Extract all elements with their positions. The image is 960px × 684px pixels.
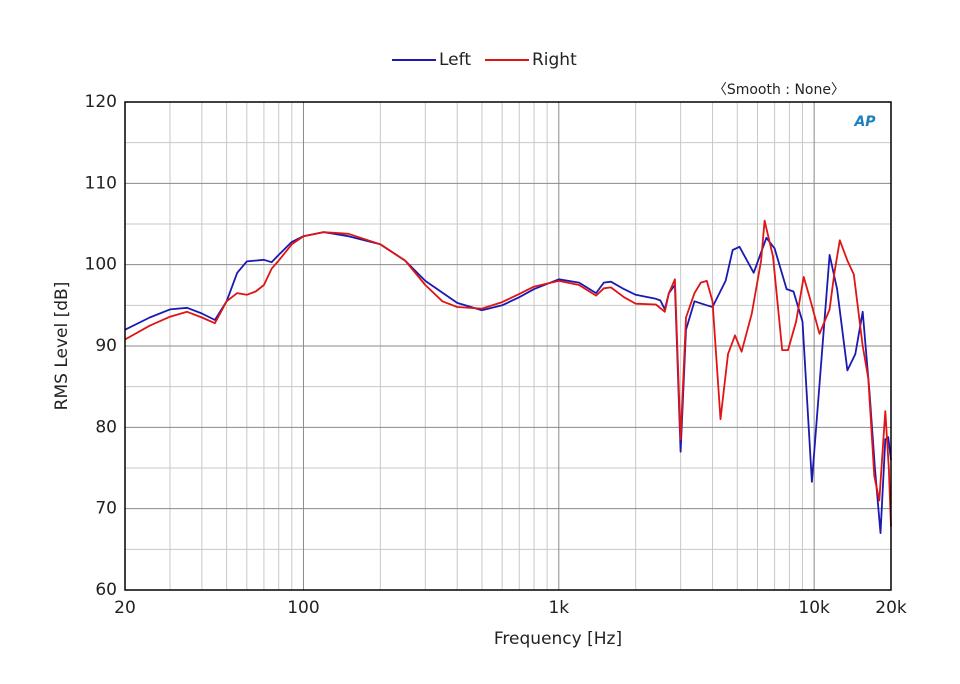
y-tick-label: 100	[85, 255, 117, 275]
series-line	[124, 231, 892, 534]
x-axis-label: Frequency [Hz]	[494, 629, 622, 649]
y-tick-label: 110	[85, 173, 117, 193]
legend-label: Right	[532, 50, 577, 70]
x-tick-label: 10k	[798, 598, 830, 618]
y-tick-label: 70	[95, 499, 117, 519]
x-tick-label: 20	[114, 598, 136, 618]
y-tick-label: 60	[95, 580, 117, 600]
y-tick-label: 80	[95, 417, 117, 437]
logo: AP	[853, 114, 876, 130]
legend: Left Right	[392, 50, 577, 70]
y-axis-label: RMS Level [dB]	[52, 282, 72, 411]
x-tick-label: 1k	[548, 598, 569, 618]
lines	[124, 219, 892, 534]
plot-frame	[124, 101, 892, 591]
legend-label: Left	[439, 50, 471, 70]
y-tick-label: 90	[95, 336, 117, 356]
grid	[124, 101, 892, 591]
annotation: 〈Smooth : None〉	[713, 82, 845, 98]
x-tick-label: 20k	[875, 598, 907, 618]
y-tick-label: 120	[85, 92, 117, 112]
series-line	[124, 219, 892, 527]
x-tick-label: 100	[287, 598, 319, 618]
